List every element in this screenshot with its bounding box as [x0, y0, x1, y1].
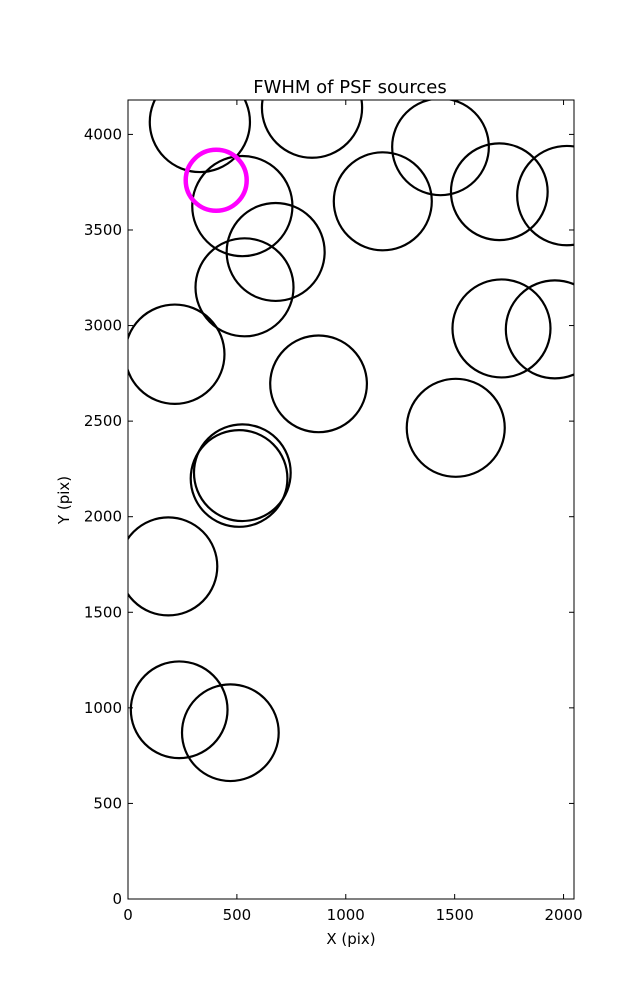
plot-frame: [127, 99, 575, 900]
source-circle-0-13: [405, 377, 506, 478]
y-tick-label-0: 0: [112, 890, 122, 908]
source-circle-0-15: [192, 423, 292, 523]
y-tick-label-2: 1000: [84, 699, 122, 717]
x-tick-label-2: 1000: [327, 906, 365, 924]
source-circle-0-5: [332, 151, 433, 252]
source-circle-0-9: [128, 303, 226, 405]
y-tick-label-3: 1500: [84, 603, 122, 621]
y-tick-label-1: 500: [93, 794, 122, 812]
y-tick-label-5: 2500: [84, 412, 122, 430]
x-tick-label-4: 2000: [544, 906, 582, 924]
source-circle-0-10: [269, 334, 368, 434]
source-circle-0-0: [148, 100, 252, 174]
y-axis: 0 500 1000 1500 2000 2500 3000 3500 4000: [84, 125, 574, 908]
source-circle-0-14: [189, 429, 289, 528]
source-circle-0-7: [516, 144, 574, 247]
x-tick-label-0: 0: [123, 906, 133, 924]
source-circle-0-2: [391, 100, 490, 197]
y-tick-label-7: 3500: [84, 221, 122, 239]
y-tick-label-4: 2000: [84, 508, 122, 526]
data-marks: [128, 100, 574, 783]
source-circle-1-0: [183, 147, 249, 214]
source-circle-0-8: [194, 237, 295, 338]
source-circle-0-1: [260, 100, 364, 159]
chart-title: FWHM of PSF sources: [253, 77, 447, 98]
plot-area: [127, 99, 575, 900]
x-tick-label-3: 1500: [436, 906, 474, 924]
source-circle-0-6: [449, 142, 549, 242]
y-tick-label-6: 3000: [84, 317, 122, 335]
source-circle-0-16: [128, 516, 219, 617]
source-circle-0-3: [191, 154, 294, 258]
y-axis-label: Y (pix): [55, 476, 73, 525]
x-axis-label: X (pix): [326, 930, 375, 948]
source-circle-0-17: [129, 660, 229, 760]
source-circle-0-18: [180, 683, 280, 783]
source-circle-0-12: [504, 279, 574, 380]
source-circle-0-4: [225, 201, 326, 303]
source-circle-0-11: [451, 278, 552, 379]
y-tick-label-8: 4000: [84, 125, 122, 143]
x-tick-label-1: 500: [223, 906, 252, 924]
x-axis: 0 500 1000 1500 2000: [123, 100, 583, 924]
